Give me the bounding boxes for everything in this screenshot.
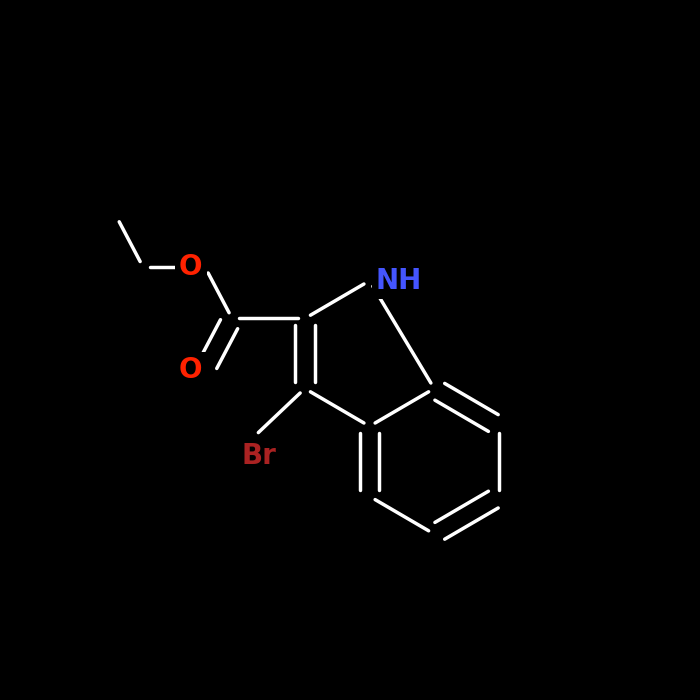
Text: O: O: [179, 356, 202, 384]
Text: Br: Br: [241, 442, 276, 470]
Text: O: O: [179, 253, 202, 281]
Text: NH: NH: [376, 267, 422, 295]
